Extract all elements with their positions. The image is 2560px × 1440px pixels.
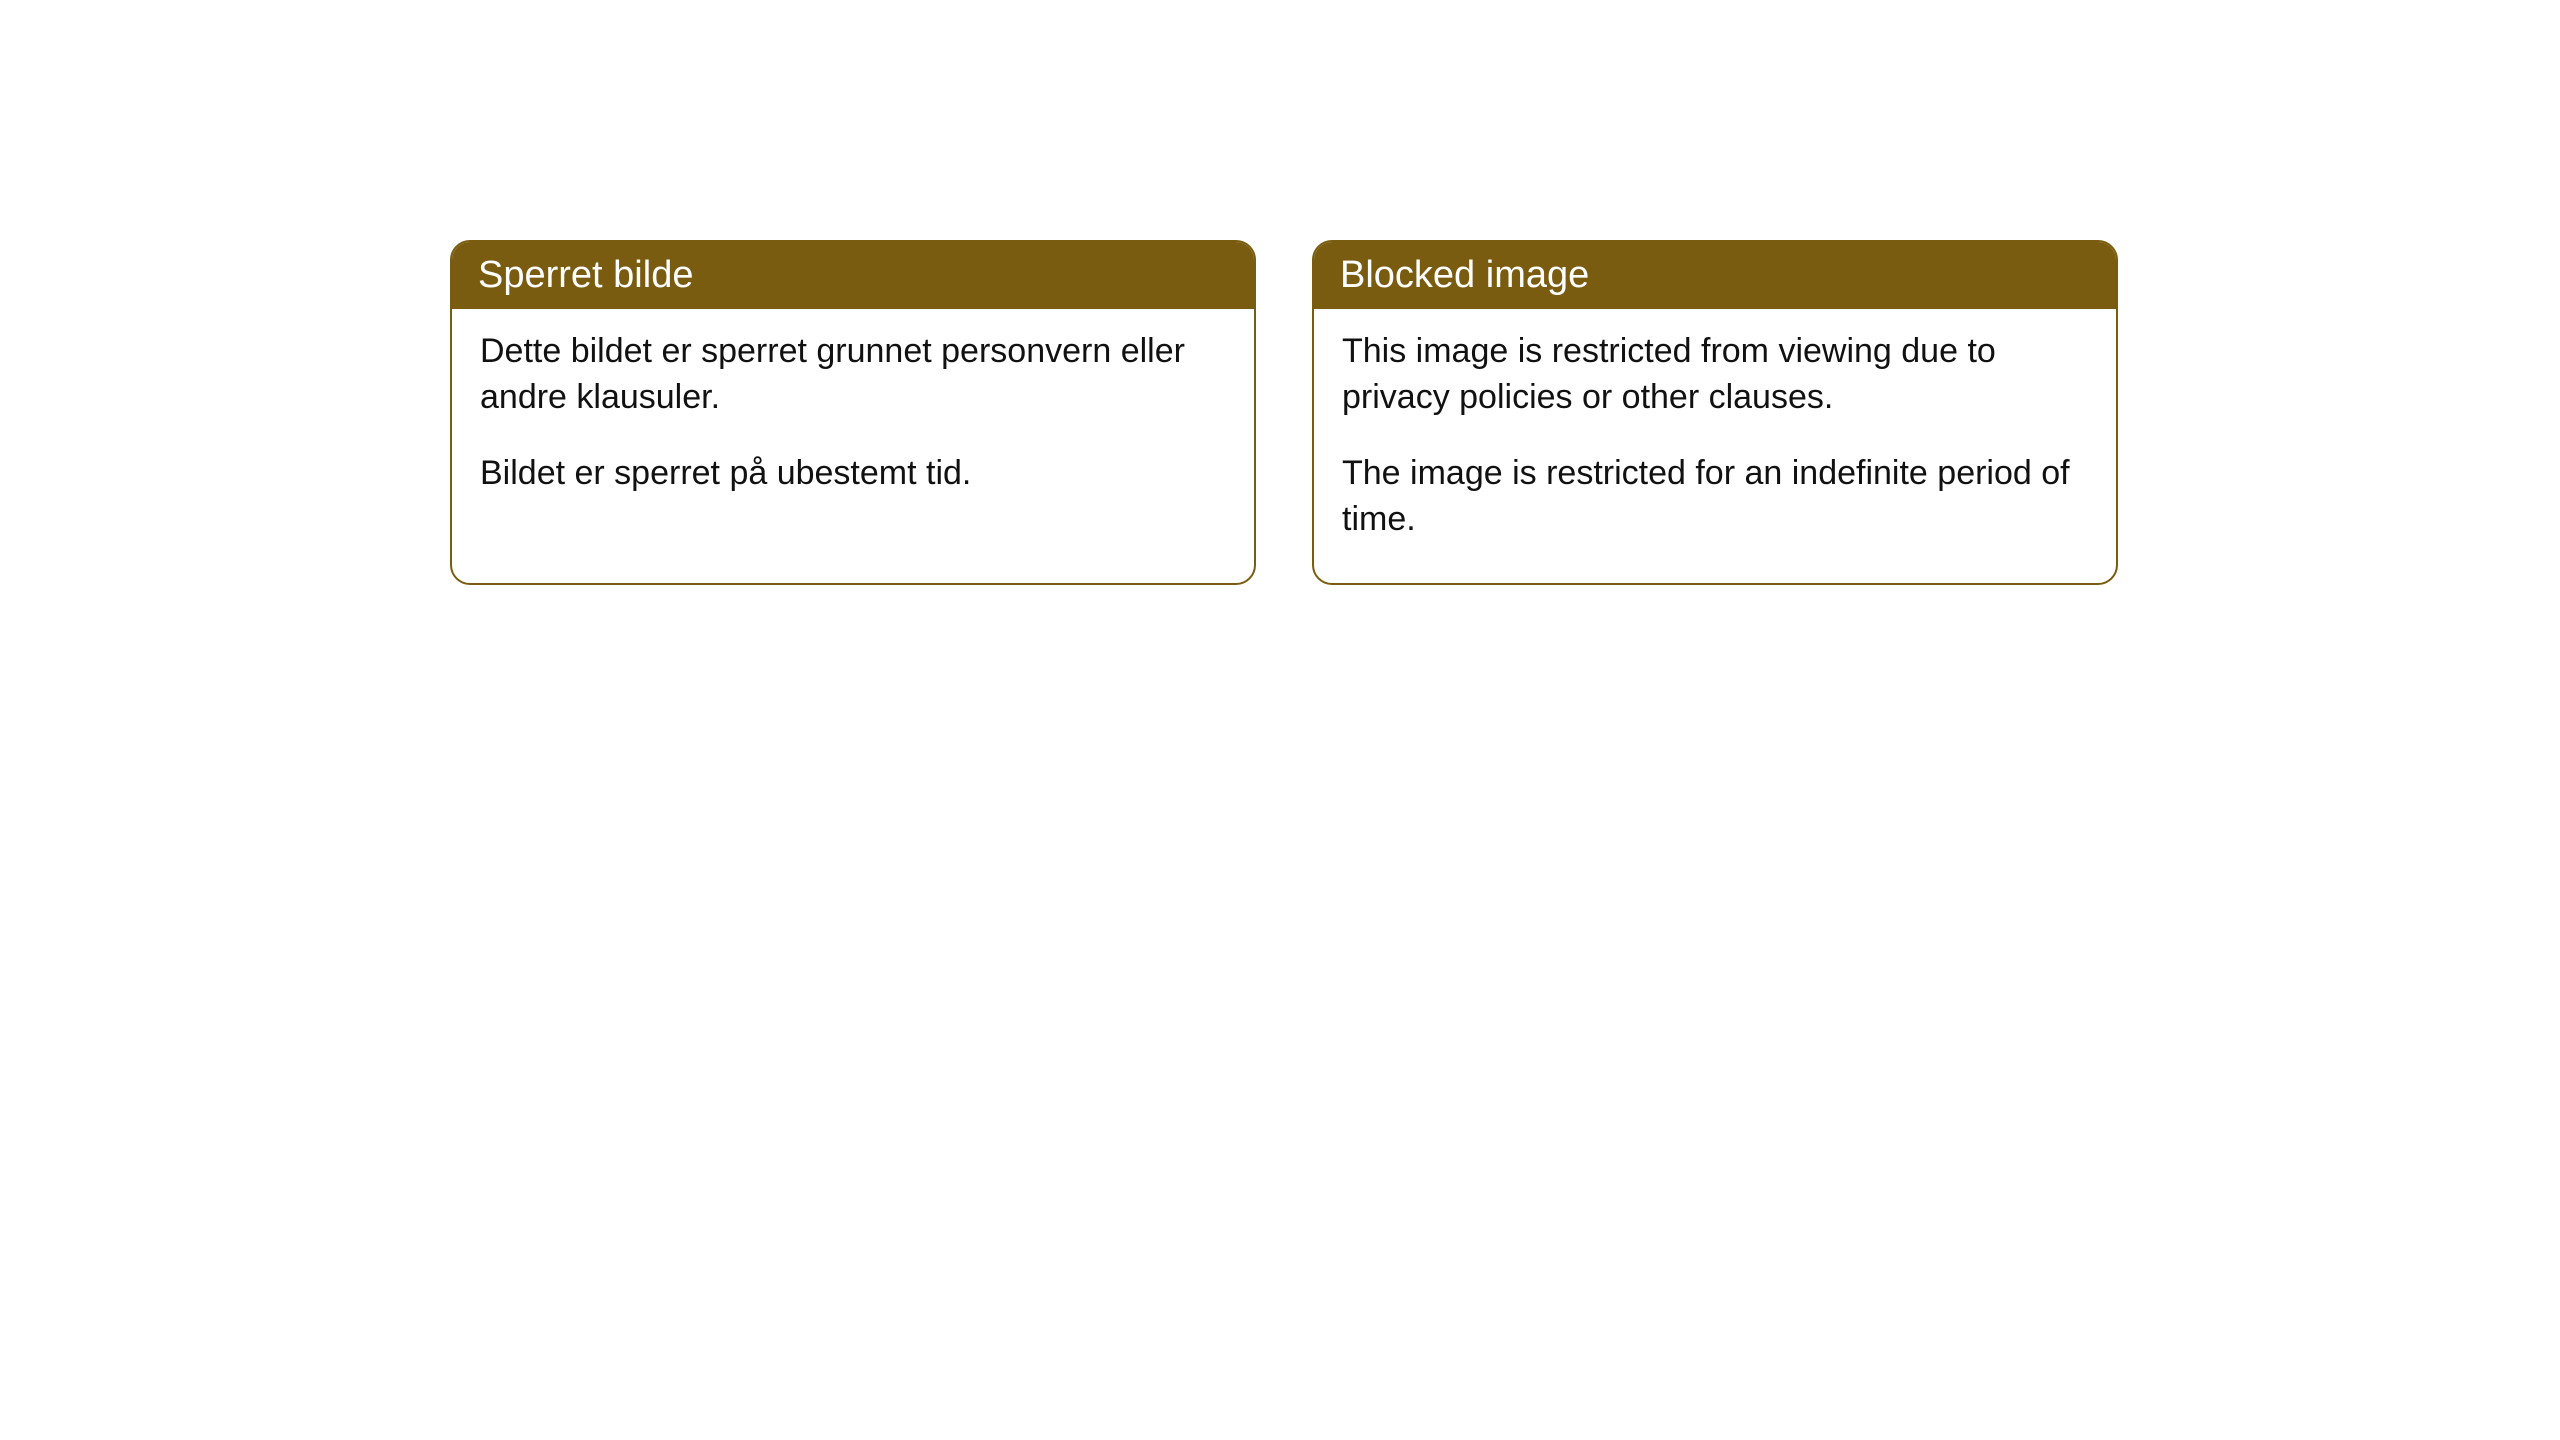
card-header: Blocked image [1314,242,2116,309]
notice-cards-container: Sperret bilde Dette bildet er sperret gr… [0,0,2560,585]
card-title: Blocked image [1340,254,1589,296]
notice-card-norwegian: Sperret bilde Dette bildet er sperret gr… [450,240,1256,585]
notice-card-english: Blocked image This image is restricted f… [1312,240,2118,585]
card-header: Sperret bilde [452,242,1254,309]
card-body: This image is restricted from viewing du… [1314,309,2116,583]
card-body: Dette bildet er sperret grunnet personve… [452,309,1254,537]
card-title: Sperret bilde [478,254,693,296]
card-paragraph: Bildet er sperret på ubestemt tid. [480,451,1226,497]
card-paragraph: Dette bildet er sperret grunnet personve… [480,329,1226,421]
card-paragraph: The image is restricted for an indefinit… [1342,451,2088,543]
card-paragraph: This image is restricted from viewing du… [1342,329,2088,421]
